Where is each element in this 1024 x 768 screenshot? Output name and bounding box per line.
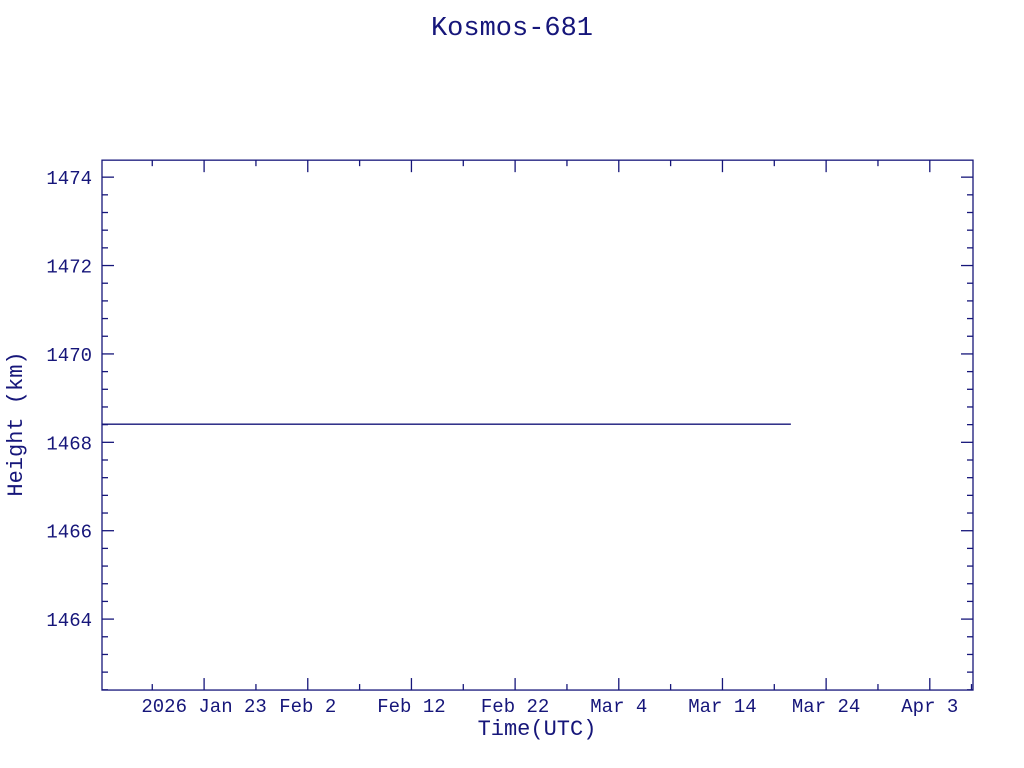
svg-text:1474: 1474 bbox=[46, 168, 92, 190]
svg-text:Height (km): Height (km) bbox=[4, 351, 29, 496]
svg-text:Mar 14: Mar 14 bbox=[688, 696, 756, 718]
svg-text:1464: 1464 bbox=[46, 610, 92, 632]
svg-text:Apr 3: Apr 3 bbox=[901, 696, 958, 718]
svg-text:1466: 1466 bbox=[46, 522, 92, 544]
svg-text:Mar 24: Mar 24 bbox=[792, 696, 860, 718]
svg-text:2026 Jan 23: 2026 Jan 23 bbox=[141, 696, 266, 718]
svg-text:1468: 1468 bbox=[46, 433, 92, 455]
svg-text:Kosmos-681: Kosmos-681 bbox=[431, 14, 593, 44]
svg-text:Time(UTC): Time(UTC) bbox=[478, 717, 597, 742]
svg-text:1470: 1470 bbox=[46, 345, 92, 367]
svg-text:Feb 2: Feb 2 bbox=[279, 696, 336, 718]
svg-text:Feb 12: Feb 12 bbox=[377, 696, 445, 718]
svg-text:Mar 4: Mar 4 bbox=[590, 696, 647, 718]
svg-text:Feb 22: Feb 22 bbox=[481, 696, 549, 718]
svg-text:1472: 1472 bbox=[46, 257, 92, 279]
